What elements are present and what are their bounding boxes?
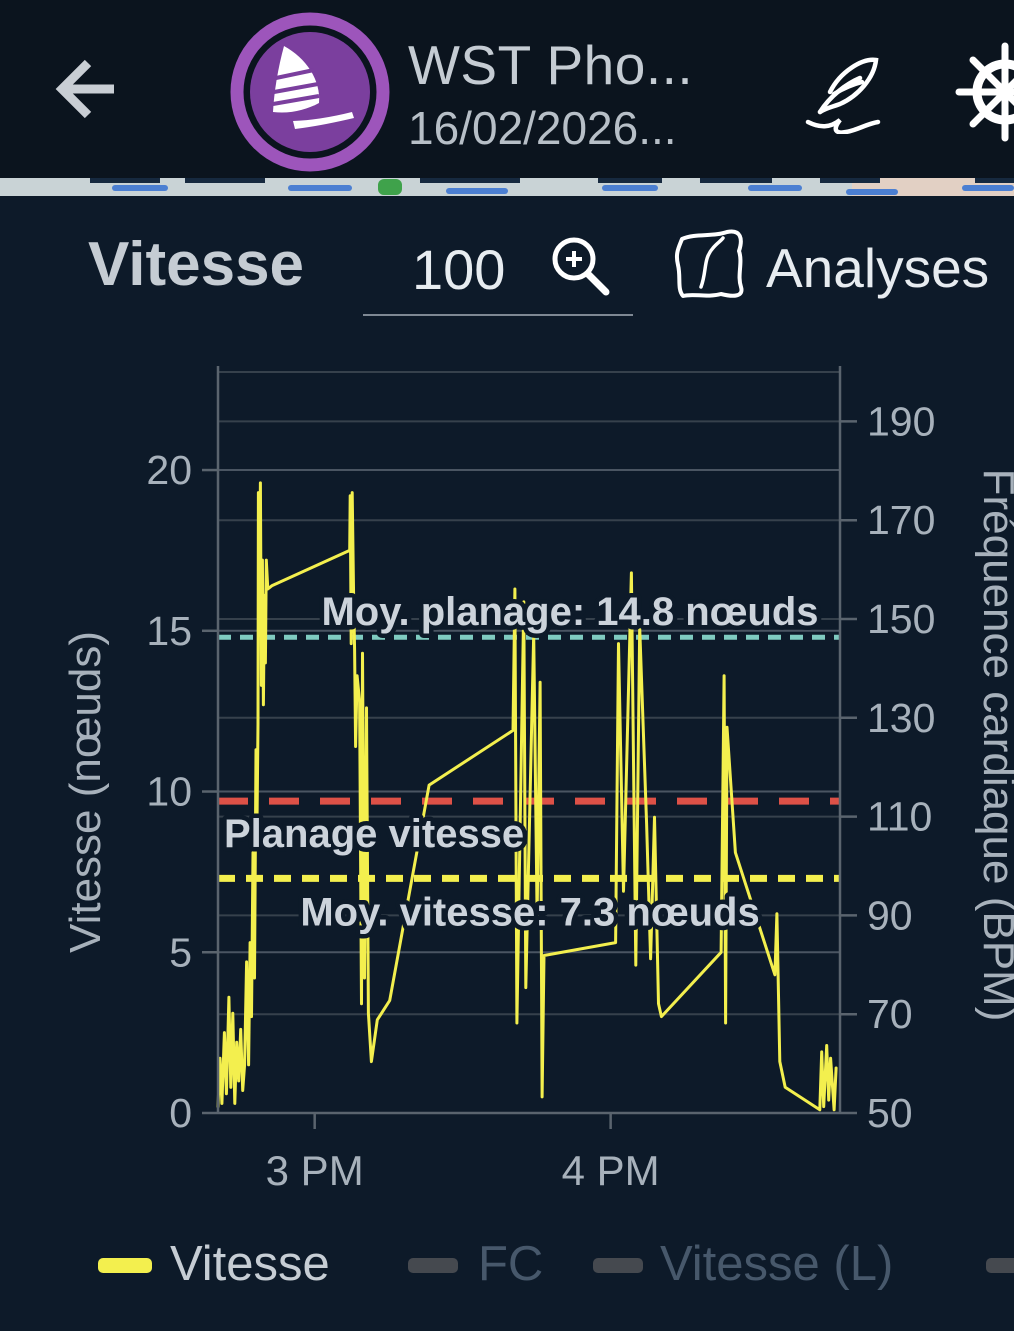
legend-label: Vitesse <box>170 1237 330 1291</box>
notes-button[interactable] <box>800 44 895 139</box>
analyses-link[interactable]: Analyses <box>766 237 990 299</box>
feather-icon <box>805 57 881 135</box>
ref-label-avg_planing: Moy. planage: 14.8 nœuds <box>321 590 818 634</box>
ship-wheel-icon <box>955 42 1014 142</box>
map-icon <box>674 229 744 298</box>
map-marker <box>378 179 402 195</box>
legend-swatch <box>408 1258 458 1273</box>
ref-label-avg_speed: Moy. vitesse: 7.3 nœuds <box>300 890 759 934</box>
legend-swatch <box>593 1258 643 1273</box>
zoom-in-icon <box>552 237 610 296</box>
back-arrow-icon <box>55 59 114 119</box>
tick-label-knots: 0 <box>169 1090 192 1136</box>
tick-label-time: 3 PM <box>266 1147 364 1194</box>
zoom-in-button[interactable] <box>545 233 615 308</box>
app-header: WST Pho... 16/02/2026... <box>0 0 1014 178</box>
tick-label-bpm: 50 <box>867 1090 913 1136</box>
navigation-button[interactable] <box>952 38 1014 153</box>
chart-svg: 0 5 10 15 20 50 70 90 110 130 150 170 190 3 PM 4 PM Moy… <box>61 366 1014 1194</box>
legend-item-extra[interactable] <box>986 1236 1014 1300</box>
tick-label-knots: 5 <box>169 929 192 975</box>
back-button[interactable] <box>40 46 124 132</box>
legend-item-vitesse-l-[interactable]: Vitesse (L) <box>593 1236 980 1300</box>
windsurfer-icon <box>230 12 390 172</box>
zoom-field-underline <box>363 314 633 316</box>
legend-swatch <box>98 1258 152 1273</box>
chart-section-title: Vitesse <box>88 230 305 299</box>
windsurfer-avatar[interactable] <box>228 10 392 174</box>
ref-label-planing_threshold: Planage vitesse <box>224 812 524 856</box>
speed-chart[interactable]: 0 5 10 15 20 50 70 90 110 130 150 170 190 3 PM 4 PM Moy… <box>0 330 1014 1230</box>
zoom-level-field[interactable]: 100 <box>412 238 506 301</box>
session-date: 16/02/2026... <box>408 102 677 154</box>
tick-label-time: 4 PM <box>562 1147 660 1194</box>
legend-label: FC <box>478 1237 544 1291</box>
session-title: WST Pho... <box>408 34 694 96</box>
tick-label-knots: 10 <box>146 769 192 815</box>
tick-label-bpm: 110 <box>867 794 932 840</box>
legend-item-fc[interactable]: FC <box>408 1236 798 1300</box>
map-strip <box>0 178 1014 196</box>
legend-item-vitesse[interactable]: Vitesse <box>98 1236 490 1300</box>
left-axis-title: Vitesse (nœuds) <box>61 631 110 953</box>
legend-swatch <box>986 1258 1014 1273</box>
tick-label-bpm: 190 <box>867 398 935 444</box>
tick-label-bpm: 90 <box>867 892 913 938</box>
tick-label-knots: 20 <box>146 447 192 493</box>
tick-label-bpm: 130 <box>867 695 935 741</box>
series-vitesse <box>216 481 838 1112</box>
tick-label-bpm: 170 <box>867 497 935 543</box>
tick-label-bpm: 150 <box>867 596 935 642</box>
tick-label-bpm: 70 <box>867 991 913 1037</box>
tick-label-knots: 15 <box>146 608 192 654</box>
map-view-button[interactable] <box>672 226 750 309</box>
right-axis-title: Fréquence cardiaque (BPM) <box>974 469 1014 1022</box>
legend-label: Vitesse (L) <box>660 1237 894 1291</box>
